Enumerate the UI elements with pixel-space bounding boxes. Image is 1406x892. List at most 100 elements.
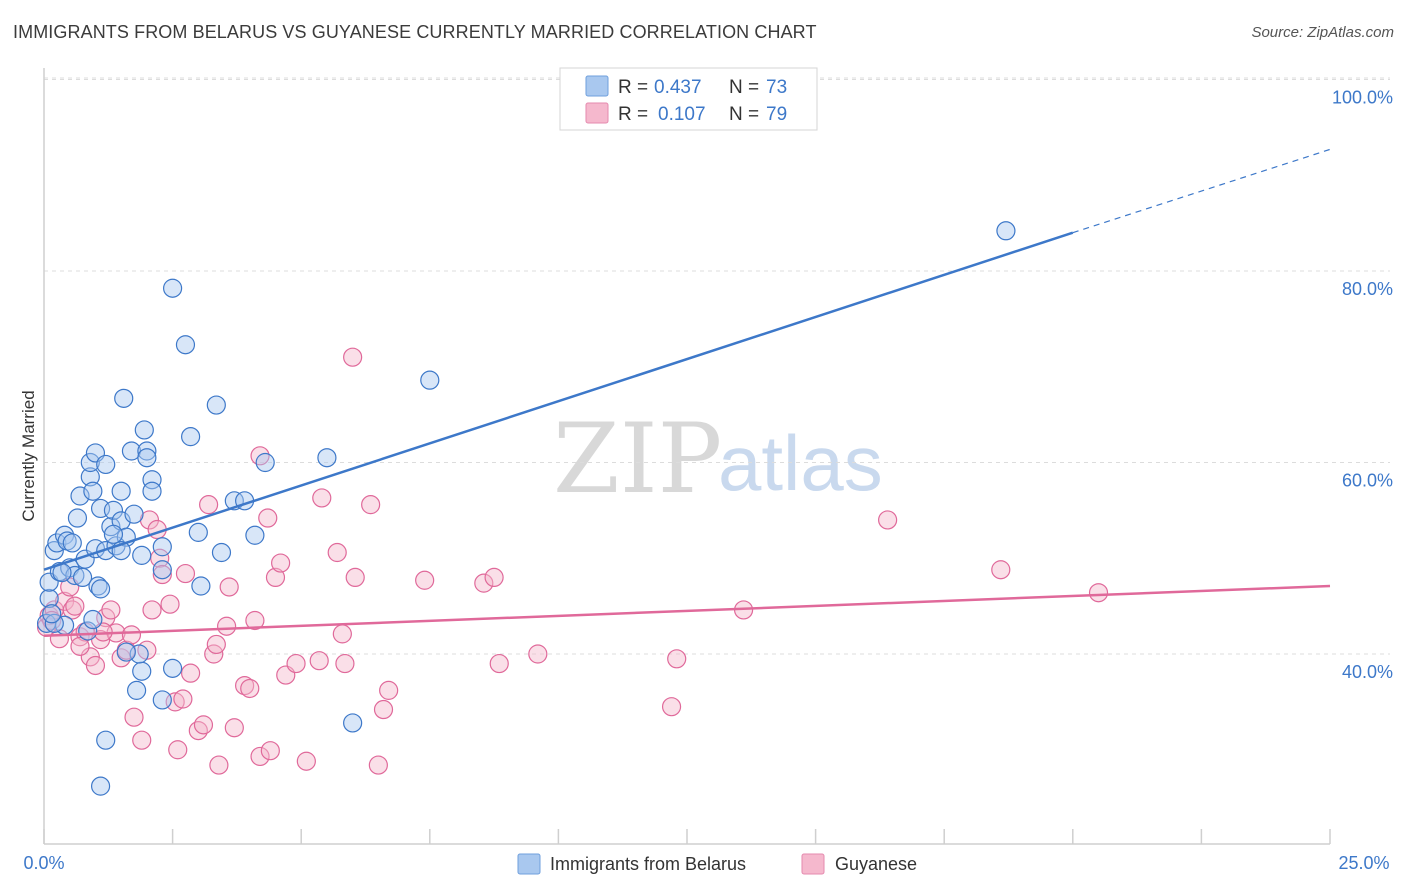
guyanese-point bbox=[199, 495, 219, 515]
guyanese-point bbox=[343, 347, 363, 367]
belarus-point bbox=[142, 481, 162, 501]
belarus-point bbox=[44, 540, 64, 561]
belarus-point bbox=[83, 609, 103, 630]
belarus-point bbox=[62, 533, 82, 553]
belarus-point bbox=[163, 278, 183, 298]
guyanese-point bbox=[175, 563, 196, 584]
belarus-point bbox=[142, 470, 162, 490]
chart-title: IMMIGRANTS FROM BELARUS VS GUYANESE CURR… bbox=[13, 22, 817, 42]
guyanese-point bbox=[206, 634, 226, 655]
guyanese-point bbox=[878, 510, 898, 530]
guyanese-point bbox=[309, 651, 329, 671]
legend-n-label-guyanese: N = bbox=[729, 104, 759, 125]
trend-lines bbox=[43, 148, 1331, 638]
guyanese-point bbox=[265, 567, 286, 588]
guyanese-point bbox=[667, 649, 687, 669]
guyanese-point bbox=[142, 600, 162, 620]
belarus-point bbox=[70, 486, 90, 506]
y-tick-label-40: 40.0% bbox=[1342, 662, 1393, 682]
belarus-point bbox=[103, 500, 124, 520]
guyanese-point bbox=[168, 740, 188, 760]
belarus-point bbox=[343, 713, 363, 733]
belarus-point bbox=[88, 576, 108, 596]
belarus-point bbox=[39, 572, 59, 592]
guyanese-point bbox=[217, 616, 237, 636]
guyanese-point bbox=[188, 720, 208, 741]
y-tick-label-60: 60.0% bbox=[1342, 471, 1393, 491]
legend-swatch-guyanese bbox=[585, 102, 609, 124]
legend-r-label-guyanese: R = bbox=[618, 104, 648, 125]
belarus-point bbox=[255, 452, 275, 473]
belarus-point bbox=[206, 395, 226, 415]
belarus-point bbox=[137, 448, 157, 468]
belarus-point bbox=[80, 452, 100, 473]
guyanese-point bbox=[489, 653, 509, 674]
belarus-point bbox=[317, 448, 337, 468]
guyanese-point bbox=[379, 680, 399, 700]
guyanese-point bbox=[271, 553, 291, 573]
guyanese-point bbox=[345, 567, 365, 588]
guyanese-point bbox=[121, 625, 142, 645]
belarus-point bbox=[181, 427, 201, 447]
legend-n-value-belarus: 73 bbox=[766, 77, 787, 98]
guyanese-point bbox=[250, 746, 270, 767]
belarus-point bbox=[132, 545, 152, 565]
belarus-point bbox=[67, 508, 88, 528]
belarus-point bbox=[114, 388, 134, 408]
belarus-point bbox=[116, 642, 136, 662]
belarus-point bbox=[152, 537, 172, 557]
guyanese-point bbox=[152, 564, 172, 585]
bottom-legend: Immigrants from Belarus Guyanese bbox=[517, 853, 917, 875]
guyanese-point bbox=[124, 707, 144, 727]
belarus-point bbox=[126, 680, 147, 700]
belarus-point bbox=[191, 576, 211, 596]
belarus-point bbox=[420, 370, 440, 390]
y-tick-label-80: 80.0% bbox=[1342, 279, 1393, 299]
belarus-point bbox=[132, 661, 152, 681]
belarus-point bbox=[90, 579, 111, 599]
bottom-legend-swatch-guyanese bbox=[801, 853, 825, 875]
guyanese-point bbox=[528, 644, 548, 664]
guyanese-point bbox=[173, 689, 193, 709]
y-tick-labels: 100.0% 80.0% 60.0% 40.0% bbox=[1332, 88, 1393, 683]
guyanese-point bbox=[373, 699, 394, 720]
legend-r-label-belarus: R = bbox=[618, 77, 648, 98]
bottom-legend-swatch-belarus bbox=[517, 853, 541, 875]
guyanese-point bbox=[296, 751, 316, 771]
guyanese-point bbox=[224, 718, 244, 738]
guyanese-point bbox=[101, 600, 121, 620]
guyanese-point bbox=[368, 755, 388, 775]
guyanese-point bbox=[474, 573, 494, 593]
guyanese-point bbox=[991, 560, 1011, 580]
x-ticks bbox=[43, 829, 1331, 844]
guyanese-point bbox=[335, 653, 355, 674]
belarus-point bbox=[101, 517, 121, 537]
guyanese-point bbox=[85, 655, 106, 676]
guyanese-point bbox=[181, 663, 201, 683]
guyanese-point bbox=[361, 495, 381, 515]
belarus-point bbox=[996, 221, 1016, 241]
guyanese-point bbox=[258, 508, 278, 528]
belarus-point bbox=[134, 420, 154, 440]
guyanese-point bbox=[332, 624, 352, 644]
guyanese-point bbox=[42, 610, 62, 631]
guyanese-point bbox=[286, 653, 306, 674]
belarus-point bbox=[163, 658, 183, 678]
legend-n-label-belarus: N = bbox=[729, 77, 759, 98]
guyanese-point bbox=[661, 697, 682, 717]
belarus-point bbox=[137, 441, 157, 461]
watermark-zip: ZIP bbox=[553, 403, 722, 515]
guyanese-point bbox=[415, 570, 435, 590]
series-guyanese bbox=[36, 347, 1109, 775]
y-axis-title: Currently Married bbox=[19, 390, 38, 521]
belarus-point bbox=[152, 690, 172, 710]
bottom-legend-label-belarus: Immigrants from Belarus bbox=[550, 854, 746, 874]
belarus-point bbox=[152, 560, 172, 580]
guyanese-point bbox=[245, 610, 265, 631]
x-tick-label-max: 25.0% bbox=[1338, 853, 1389, 873]
belarus-point bbox=[96, 730, 116, 750]
guyanese-point bbox=[240, 678, 260, 699]
guyanese-point bbox=[219, 577, 239, 597]
belarus-point bbox=[83, 481, 103, 501]
